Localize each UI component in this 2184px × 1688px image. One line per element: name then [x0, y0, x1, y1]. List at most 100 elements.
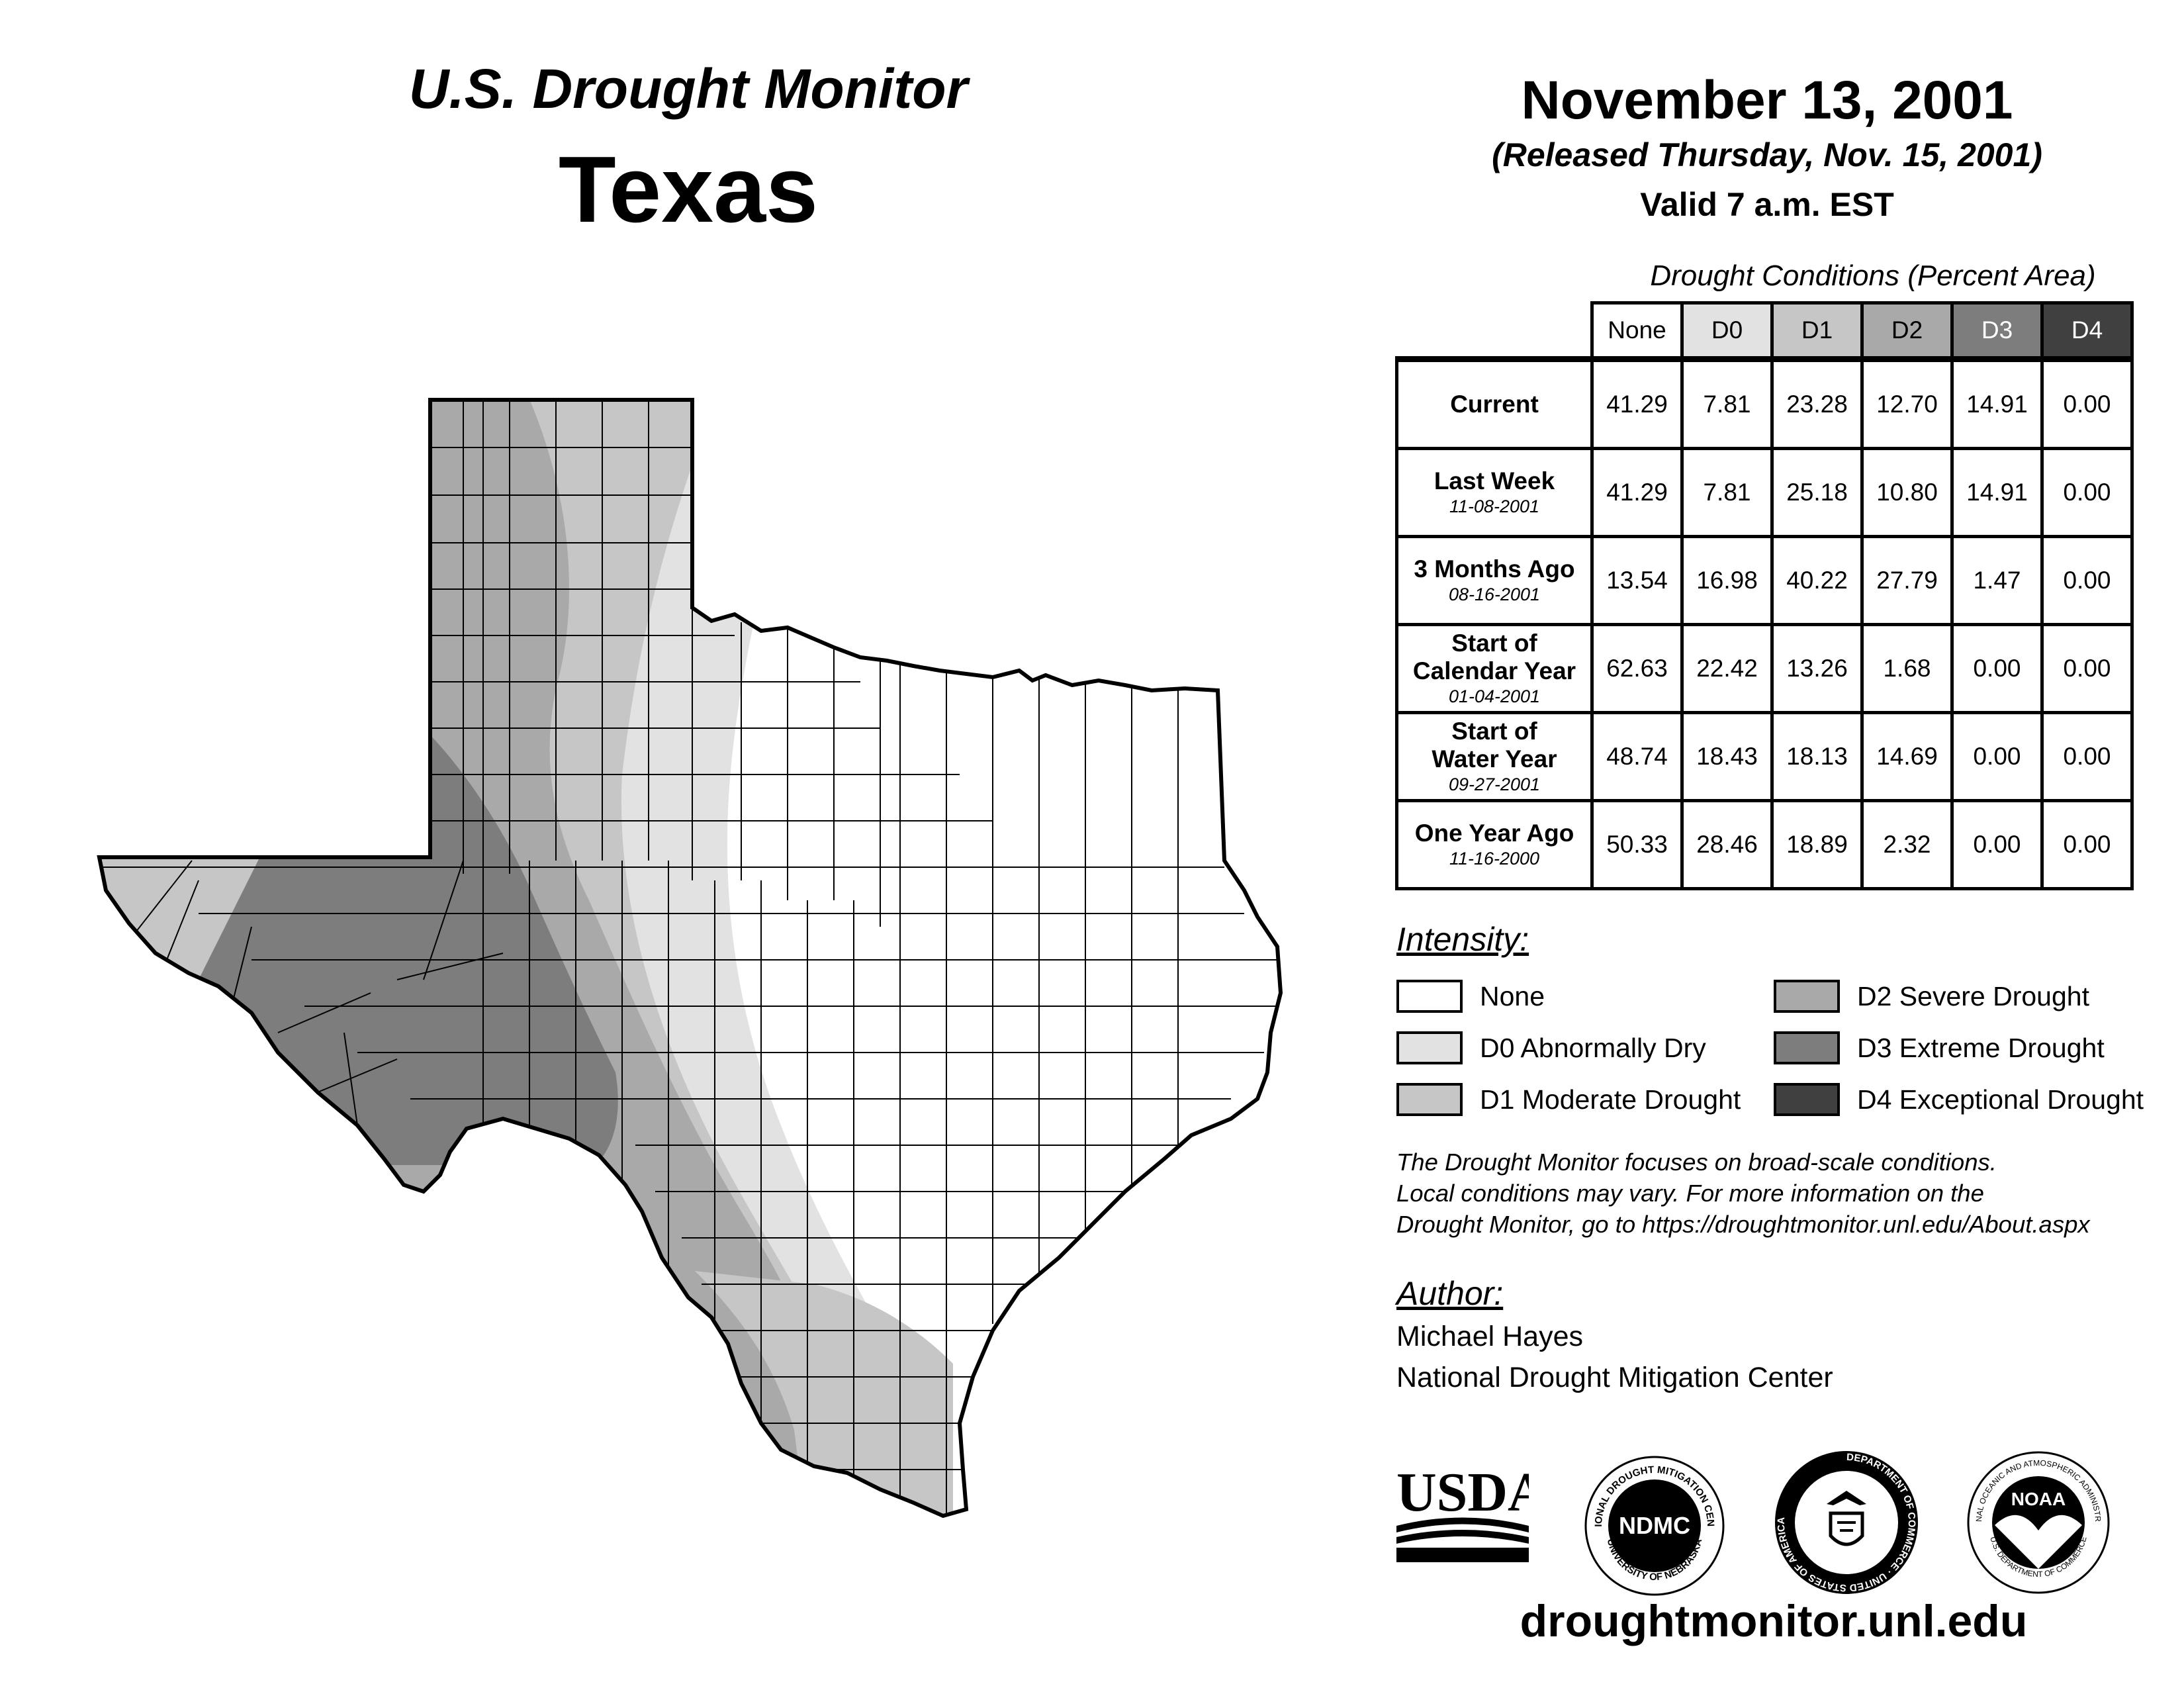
row-label-line: Start of [1451, 718, 1537, 745]
table-cell: 0.00 [1950, 623, 2044, 714]
table-cell: 18.43 [1680, 711, 1774, 802]
table-cell: 0.00 [2040, 535, 2134, 626]
row-label-line: Current [1450, 391, 1539, 418]
table-row: Start of Calendar Year 01-04-2001 62.63 22.4… [1395, 623, 2134, 714]
table-cell: 27.79 [1860, 535, 1954, 626]
legend-swatch [1396, 1083, 1463, 1116]
table-caption: Drought Conditions (Percent Area) [1650, 259, 2096, 292]
legend-label: None [1480, 980, 1545, 1011]
drought-conditions-table: None D0 D1 D2 D3 D4 Current 41.29 7.81 23.2… [1395, 301, 2134, 890]
col-d0: D0 [1680, 301, 1774, 362]
table-cell: 18.13 [1770, 711, 1864, 802]
legend-swatch [1774, 980, 1840, 1013]
table-cell: 41.29 [1590, 447, 1684, 538]
map-title: U.S. Drought Monitor [408, 58, 968, 120]
row-label: Start of Water Year 09-27-2001 [1395, 711, 1594, 802]
table-row: 3 Months Ago 08-16-2001 13.54 16.98 40.22 27.… [1395, 535, 2134, 626]
legend-item-d0: D0 Abnormally Dry [1396, 1030, 1706, 1066]
table-row: One Year Ago 11-16-2000 50.33 28.46 18.89 2.3… [1395, 799, 2134, 890]
row-label: Start of Calendar Year 01-04-2001 [1395, 623, 1594, 714]
table-cell: 0.00 [2040, 357, 2134, 450]
table-row: Last Week 11-08-2001 41.29 7.81 25.18 10.80 14… [1395, 447, 2134, 538]
table-cell: 0.00 [1950, 711, 2044, 802]
legend-title: Intensity: [1396, 921, 1529, 958]
legend-label: D3 Extreme Drought [1857, 1032, 2105, 1063]
row-label-line: 3 Months Ago [1414, 555, 1575, 583]
legend-item-d2: D2 Severe Drought [1774, 978, 2089, 1014]
table-cell: 7.81 [1680, 447, 1774, 538]
table-cell: 14.91 [1950, 357, 2044, 450]
table-cell: 41.29 [1590, 357, 1684, 450]
valid-date: November 13, 2001 [1521, 70, 2013, 130]
table-cell: 14.69 [1860, 711, 1954, 802]
row-date: 01-04-2001 [1448, 686, 1541, 706]
row-label: 3 Months Ago 08-16-2001 [1395, 535, 1594, 626]
row-label-line: Water Year [1432, 745, 1557, 773]
legend-swatch [1396, 980, 1463, 1013]
usda-logo-text: USDA [1396, 1463, 1529, 1523]
row-label-line: Last Week [1433, 467, 1555, 494]
table-cell: 23.28 [1770, 357, 1864, 450]
table-cell: 0.00 [2040, 623, 2134, 714]
valid-time: Valid 7 a.m. EST [1640, 186, 1894, 223]
legend-item-none: None [1396, 978, 1545, 1014]
table-body: Current 41.29 7.81 23.28 12.70 14.91 0.00 Last … [1395, 357, 2134, 890]
table-row: Current 41.29 7.81 23.28 12.70 14.91 0.00 [1395, 357, 2134, 450]
commerce-seal: DEPARTMENT OF COMMERCE · UNITED STATES O… [1775, 1451, 1918, 1594]
row-label: Current [1395, 357, 1594, 450]
note-line: Local conditions may vary. For more info… [1396, 1180, 1984, 1207]
table-cell: 10.80 [1860, 447, 1954, 538]
table-corner [1396, 303, 1594, 362]
release-date: (Released Thursday, Nov. 15, 2001) [1492, 136, 2042, 173]
table-cell: 18.89 [1770, 799, 1864, 890]
row-date: 09-27-2001 [1448, 774, 1541, 794]
state-name: Texas [558, 137, 819, 242]
col-none: None [1590, 301, 1684, 362]
legend-label: D1 Moderate Drought [1480, 1084, 1741, 1115]
legend-item-d4: D4 Exceptional Drought [1774, 1082, 2144, 1117]
ndmc-logo-text: NDMC [1619, 1512, 1690, 1539]
col-d4: D4 [2040, 301, 2134, 362]
table-cell: 48.74 [1590, 711, 1684, 802]
table-cell: 1.47 [1950, 535, 2044, 626]
legend-swatch [1774, 1031, 1840, 1064]
usda-logo: USDA [1396, 1463, 1529, 1562]
table-cell: 40.22 [1770, 535, 1864, 626]
table-cell: 0.00 [2040, 799, 2134, 890]
legend-label: D0 Abnormally Dry [1480, 1032, 1706, 1063]
legend-swatch [1774, 1083, 1840, 1116]
col-d2: D2 [1860, 301, 1954, 362]
table-row: Start of Water Year 09-27-2001 48.74 18.43 18… [1395, 711, 2134, 802]
row-label: Last Week 11-08-2001 [1395, 447, 1594, 538]
table-cell: 7.81 [1680, 357, 1774, 450]
row-date: 11-08-2001 [1449, 496, 1540, 516]
noaa-logo-text: NOAA [2011, 1489, 2066, 1509]
table-cell: 50.33 [1590, 799, 1684, 890]
table-cell: 16.98 [1680, 535, 1774, 626]
table-cell: 13.26 [1770, 623, 1864, 714]
table-cell: 13.54 [1590, 535, 1684, 626]
table-cell: 0.00 [2040, 447, 2134, 538]
author-org: National Drought Mitigation Center [1396, 1362, 1833, 1393]
legend-label: D4 Exceptional Drought [1857, 1084, 2144, 1115]
table-cell: 0.00 [2040, 711, 2134, 802]
table-cell: 28.46 [1680, 799, 1774, 890]
table-cell: 25.18 [1770, 447, 1864, 538]
note-line: Drought Monitor, go to https://droughtmo… [1396, 1211, 2090, 1238]
author-heading: Author: [1396, 1275, 1504, 1312]
note-line: The Drought Monitor focuses on broad-sca… [1396, 1149, 1997, 1176]
disclaimer-note: The Drought Monitor focuses on broad-sca… [1396, 1147, 2177, 1240]
table-cell: 62.63 [1590, 623, 1684, 714]
table-cell: 14.91 [1950, 447, 2044, 538]
legend-item-d3: D3 Extreme Drought [1774, 1030, 2105, 1066]
table-cell: 0.00 [1950, 799, 2044, 890]
ndmc-logo: NATIONAL DROUGHT MITIGATION CENTER UNIVE… [1582, 1453, 1725, 1596]
row-label-line: Calendar Year [1412, 657, 1576, 684]
legend-label: D2 Severe Drought [1857, 980, 2089, 1011]
row-date: 08-16-2001 [1448, 585, 1541, 604]
website-url[interactable]: droughtmonitor.unl.edu [1520, 1596, 2028, 1646]
row-label-line: One Year Ago [1414, 820, 1574, 847]
col-d1: D1 [1770, 301, 1864, 362]
row-date: 11-16-2000 [1449, 849, 1540, 868]
noaa-logo: NATIONAL OCEANIC AND ATMOSPHERIC ADMINIS… [1966, 1450, 2110, 1594]
